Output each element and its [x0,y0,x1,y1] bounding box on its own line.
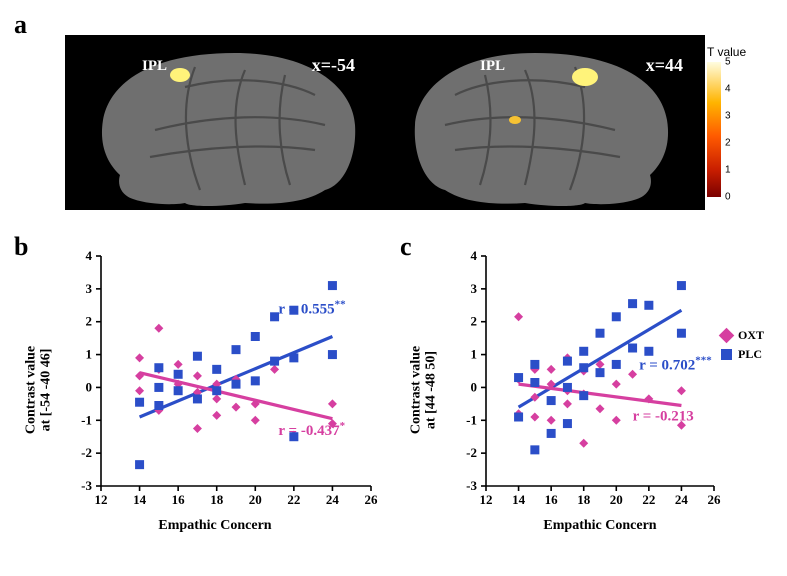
svg-text:14: 14 [512,492,526,507]
legend-item: PLC [721,347,764,362]
svg-text:-3: -3 [466,478,477,493]
ipl-label-left: IPL [142,58,167,75]
svg-text:18: 18 [577,492,591,507]
svg-text:16: 16 [545,492,559,507]
svg-text:12: 12 [480,492,493,507]
colorbar-tick: 1 [725,165,731,176]
svg-text:2: 2 [471,314,478,329]
svg-text:4: 4 [86,250,93,263]
svg-text:0: 0 [86,379,93,394]
svg-text:0: 0 [471,379,478,394]
svg-text:r = 0.555**: r = 0.555** [278,299,346,318]
svg-text:-2: -2 [81,445,92,460]
colorbar-tick: 0 [725,192,731,203]
panel-label-c: c [400,232,412,262]
svg-text:24: 24 [675,492,689,507]
svg-text:1: 1 [86,347,93,362]
colorbar-title: T value [707,45,767,59]
square-icon [721,349,732,360]
svg-text:-1: -1 [466,412,477,427]
svg-text:r = 0.702***: r = 0.702*** [639,354,712,373]
svg-text:20: 20 [610,492,623,507]
scatter-svg: 1214161820222426-3-2-101234r = 0.555**r … [45,250,385,530]
figure: a IPL x=-54 IPL x=44 T value 012345 b 12… [10,10,777,550]
panel-label-b: b [14,232,28,262]
svg-text:26: 26 [708,492,722,507]
scatter-c: 1214161820222426-3-2-101234r = 0.702***r… [430,250,770,530]
colorbar: T value 012345 [707,45,767,200]
legend-item: OXT [721,328,764,343]
panel-label-a: a [14,10,27,40]
svg-text:24: 24 [326,492,340,507]
coord-label-right: x=44 [646,55,683,76]
svg-text:20: 20 [249,492,262,507]
svg-text:16: 16 [172,492,186,507]
legend-label: OXT [738,328,764,343]
svg-text:12: 12 [95,492,108,507]
scatter-b: 1214161820222426-3-2-101234r = 0.555**r … [45,250,385,530]
svg-text:3: 3 [86,281,93,296]
svg-text:3: 3 [471,281,478,296]
svg-text:22: 22 [642,492,655,507]
brain-row: IPL x=-54 IPL x=44 [65,35,705,210]
colorbar-tick: 3 [725,111,731,122]
scatter-svg: 1214161820222426-3-2-101234r = 0.702***r… [430,250,770,530]
svg-text:14: 14 [133,492,147,507]
legend: OXT PLC [721,328,764,366]
brain-right: IPL x=44 [385,35,705,210]
colorbar-gradient: 012345 [707,62,721,197]
svg-text:18: 18 [210,492,224,507]
svg-text:-1: -1 [81,412,92,427]
brain-left: IPL x=-54 [65,35,385,210]
svg-text:26: 26 [365,492,379,507]
diamond-icon [719,328,735,344]
x-axis-label: Empathic Concern [543,518,656,534]
svg-text:2: 2 [86,314,93,329]
svg-text:4: 4 [471,250,478,263]
colorbar-tick: 4 [725,84,731,95]
svg-text:-2: -2 [466,445,477,460]
svg-text:r = -0.437*: r = -0.437* [278,420,345,439]
colorbar-tick: 2 [725,138,731,149]
svg-text:22: 22 [287,492,300,507]
colorbar-tick: 5 [725,57,731,68]
y-axis-label: Contrast valueat [44 -48 50] [409,346,440,434]
legend-label: PLC [738,347,762,362]
svg-text:-3: -3 [81,478,92,493]
y-axis-label: Contrast valueat [-54 -40 46] [24,346,55,434]
svg-text:r = -0.213: r = -0.213 [633,408,694,424]
coord-label-left: x=-54 [312,55,355,76]
svg-text:1: 1 [471,347,478,362]
ipl-label-right: IPL [480,58,505,75]
x-axis-label: Empathic Concern [158,518,271,534]
